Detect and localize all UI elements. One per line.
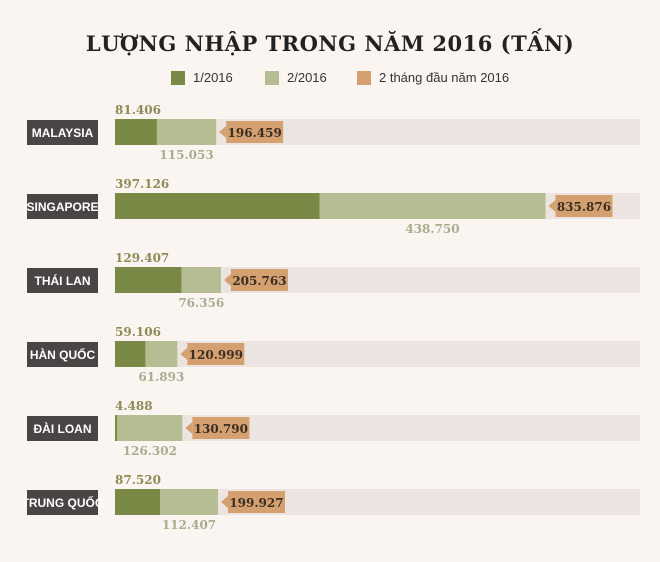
- bar-segment-jan: [115, 415, 118, 441]
- total-value-label: 130.790: [194, 422, 248, 436]
- country-label: SINGAPORE: [26, 200, 98, 214]
- feb-value-label: 126.302: [123, 444, 177, 458]
- country-label-box: [27, 120, 98, 145]
- bar-segment-feb: [117, 415, 183, 441]
- jan-value-label: 4.488: [115, 399, 153, 413]
- feb-value-label: 112.407: [162, 518, 216, 532]
- bar-segment-feb: [181, 267, 221, 293]
- total-callout-box: [226, 121, 284, 143]
- total-callout-box: [555, 195, 613, 217]
- country-label: THÁI LAN: [35, 273, 91, 288]
- total-callout-box: [192, 417, 250, 439]
- legend-swatch-total: [357, 71, 371, 85]
- legend-label-feb: 2/2016: [287, 70, 327, 85]
- feb-value-label: 438.750: [405, 222, 459, 236]
- total-callout-arrow: [223, 274, 231, 286]
- chart-title: LƯỢNG NHẬP TRONG NĂM 2016 (TẤN): [85, 31, 575, 56]
- country-label-box: [27, 268, 98, 293]
- bar-segment-jan: [115, 267, 182, 293]
- total-value-label: 199.927: [229, 496, 283, 510]
- total-value-label: 835.876: [557, 200, 611, 214]
- bar-segment-jan: [115, 489, 161, 515]
- jan-value-label: 81.406: [115, 103, 161, 117]
- country-label-box: [27, 490, 98, 515]
- country-label: TRUNG QUỐC: [22, 495, 104, 510]
- jan-value-label: 59.106: [115, 325, 161, 339]
- legend-swatch-feb: [265, 71, 279, 85]
- country-label: ĐÀI LOAN: [34, 421, 92, 436]
- bar-segment-jan: [115, 193, 320, 219]
- total-callout-arrow: [180, 348, 188, 360]
- total-callout-box: [187, 343, 245, 365]
- feb-value-label: 115.053: [159, 148, 213, 162]
- feb-value-label: 76.356: [178, 296, 224, 310]
- country-label-box: [27, 416, 98, 441]
- total-value-label: 205.763: [232, 274, 286, 288]
- jan-value-label: 87.520: [115, 473, 161, 487]
- feb-value-label: 61.893: [138, 370, 184, 384]
- total-callout-box: [230, 269, 288, 291]
- total-value-label: 196.459: [228, 126, 282, 140]
- bar-segment-feb: [156, 119, 217, 145]
- bar-segment-feb: [145, 341, 178, 367]
- total-callout-box: [227, 491, 285, 513]
- bar-segment-feb: [319, 193, 546, 219]
- country-label-box: [27, 342, 98, 367]
- legend-label-jan: 1/2016: [193, 70, 233, 85]
- jan-value-label: 397.126: [115, 177, 169, 191]
- total-callout-arrow: [219, 126, 227, 138]
- jan-value-label: 129.407: [115, 251, 169, 265]
- total-value-label: 120.999: [189, 348, 243, 362]
- bar-segment-jan: [115, 119, 157, 145]
- bar-segment-jan: [115, 341, 146, 367]
- total-callout-arrow: [185, 422, 193, 434]
- legend-label-total: 2 tháng đầu năm 2016: [379, 70, 510, 85]
- country-label: MALAYSIA: [32, 126, 94, 140]
- bar-segment-feb: [160, 489, 218, 515]
- legend-swatch-jan: [171, 71, 185, 85]
- country-label-box: [27, 194, 98, 219]
- total-callout-arrow: [220, 496, 228, 508]
- country-label: HÀN QUỐC: [30, 347, 96, 362]
- total-callout-arrow: [548, 200, 556, 212]
